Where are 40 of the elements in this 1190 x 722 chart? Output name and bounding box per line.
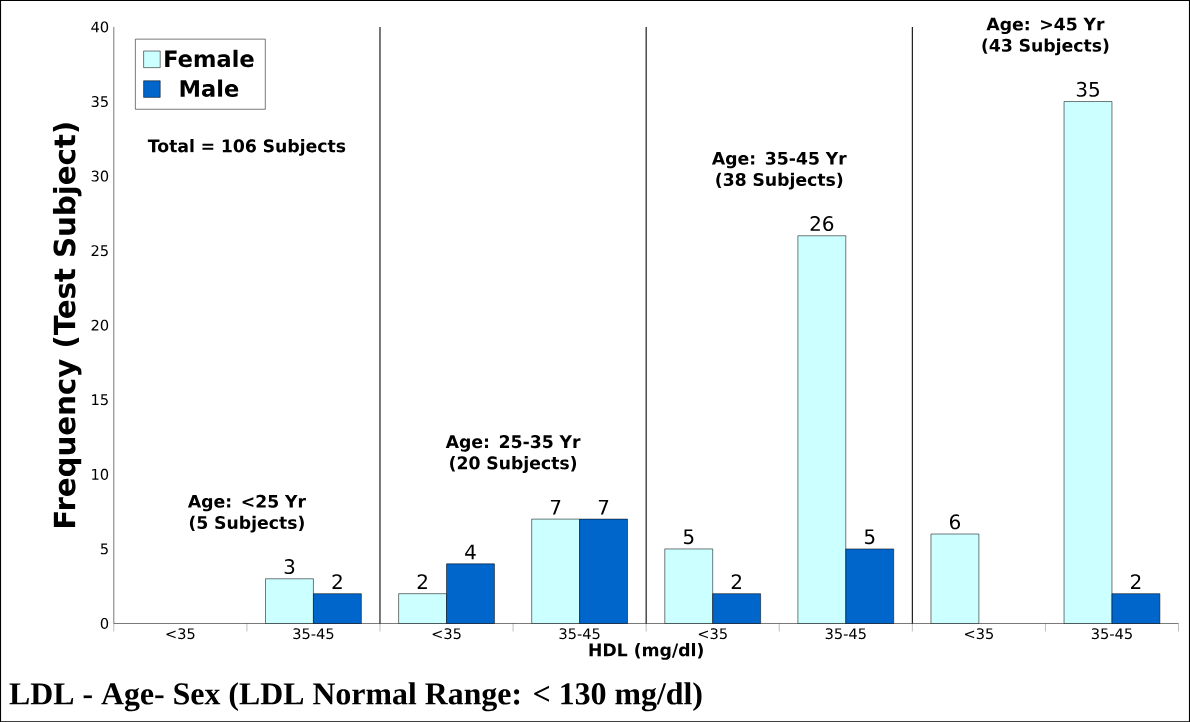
- data-label: 7: [598, 499, 609, 515]
- annotation: Age: >45 Yr (43 Subjects): [982, 17, 1109, 56]
- data-label: 2: [417, 574, 427, 589]
- data-label: 4: [465, 544, 476, 560]
- data-label: 5: [864, 529, 875, 545]
- y-tick-label: 35: [91, 95, 108, 107]
- text: LDL - Age- Sex (LDL Normal Range: < 130 mg/dl): [9, 682, 702, 712]
- y-tick-label: 15: [92, 394, 108, 406]
- y-axis-title: Frequency (Test Subject): [52, 123, 82, 527]
- data-label: 3: [284, 558, 295, 574]
- y-tick-label: 25: [91, 245, 108, 257]
- annotation: Age: 35-45 Yr (38 Subjects): [711, 151, 847, 190]
- x-tick-label: 35-45: [293, 628, 334, 640]
- x-tick-label: <35: [166, 628, 195, 640]
- x-tick-label: <35: [432, 628, 461, 640]
- annotation: Age: <25 Yr (5 Subjects): [187, 494, 306, 533]
- legend-label: Female: [165, 49, 254, 68]
- data-label: 5: [683, 529, 694, 545]
- x-tick-label: 35-45: [825, 628, 866, 640]
- data-label: 2: [731, 574, 741, 589]
- y-tick-label: 40: [91, 21, 109, 33]
- data-label: 2: [1131, 574, 1141, 589]
- data-label: 2: [332, 574, 342, 589]
- x-tick-label: 35-45: [559, 628, 600, 640]
- x-axis-title: HDL (mg/dl): [589, 642, 703, 660]
- y-tick-label: 5: [100, 543, 108, 555]
- annotation: Total = 106 Subjects: [147, 138, 346, 156]
- data-label: 7: [550, 499, 561, 515]
- data-label: 26: [810, 215, 834, 231]
- data-label: 35: [1076, 81, 1099, 97]
- data-label: 6: [949, 514, 960, 530]
- x-tick-label: <35: [965, 628, 993, 640]
- y-tick-label: 30: [91, 170, 109, 182]
- y-tick-label: 0: [100, 617, 109, 629]
- x-tick-label: <35: [698, 628, 727, 640]
- y-tick-label: 10: [92, 468, 109, 480]
- legend-label: Male: [180, 79, 239, 97]
- x-tick-label: 35-45: [1091, 628, 1132, 640]
- annotation: Age: 25-35 Yr (20 Subjects): [445, 435, 581, 473]
- y-tick-label: 20: [91, 319, 109, 331]
